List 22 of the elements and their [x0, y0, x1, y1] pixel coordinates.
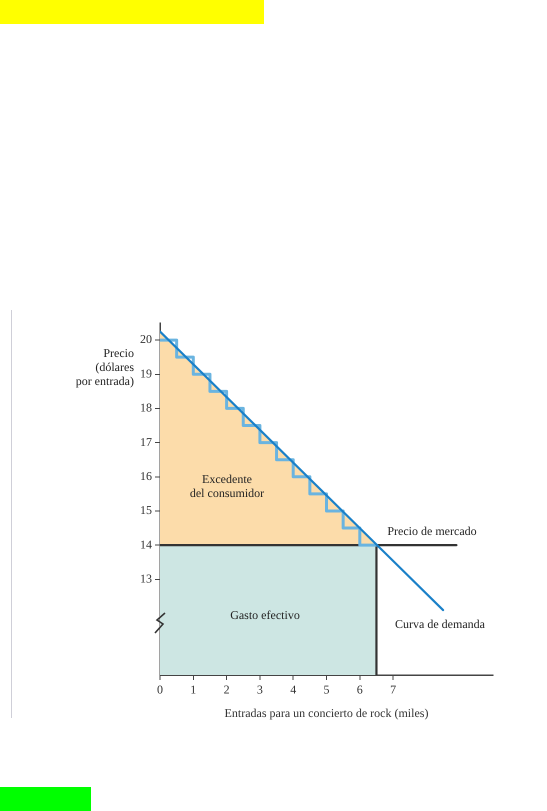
annotation: Curva de demanda: [395, 617, 486, 632]
annotation: Precio de mercado: [387, 524, 477, 538]
x-tick-label: 0: [157, 682, 163, 696]
x-axis-title: Entradas para un concierto de rock (miles): [224, 706, 428, 720]
y-tick-label: 14: [140, 537, 152, 552]
y-tick-label: 16: [140, 468, 152, 483]
x-tick-label: 7: [390, 682, 396, 696]
x-tick-label: 5: [324, 682, 330, 696]
y-tick-label: 19: [140, 366, 152, 380]
x-tick-label: 4: [290, 682, 296, 696]
y-tick-label: 13: [140, 571, 152, 586]
x-tick-label: 6: [356, 682, 363, 696]
y-tick-label: 18: [140, 400, 152, 415]
y-tick-label: 20: [140, 332, 152, 346]
x-tick-label: 1: [190, 682, 196, 696]
y-tick-label: 15: [140, 503, 152, 518]
x-tick-label: 2: [224, 682, 230, 696]
y-axis-title: Precio (dólares por entrada): [76, 346, 134, 388]
annotation: Excedente del consumidor: [190, 472, 264, 500]
annotation: Gasto efectivo: [230, 608, 300, 622]
x-tick-label: 3: [256, 682, 263, 696]
y-tick-label: 17: [140, 434, 152, 449]
